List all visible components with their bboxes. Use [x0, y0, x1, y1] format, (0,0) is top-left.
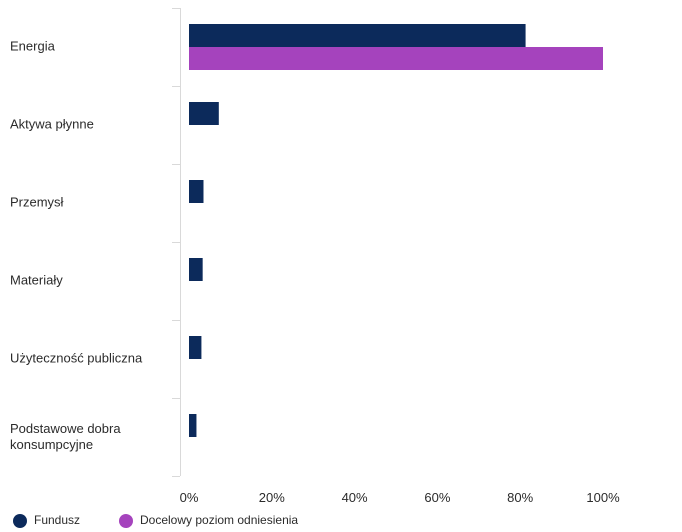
legend-label: Docelowy poziom odniesienia	[140, 513, 298, 527]
category-labels: Energia Aktywa płynne Przemysł Materiały Uży…	[10, 38, 143, 452]
bar-fundusz	[189, 414, 197, 437]
chart-frame	[172, 8, 181, 477]
bar-fundusz	[189, 24, 526, 47]
category-label: Użyteczność publiczna	[10, 350, 143, 365]
x-tick-label: 100%	[586, 490, 620, 505]
x-tick-label: 20%	[259, 490, 285, 505]
x-tick-label: 80%	[507, 490, 533, 505]
x-axis-tick-labels: 0% 20% 40% 60% 80% 100%	[180, 490, 620, 505]
legend: Fundusz Docelowy poziom odniesienia	[13, 513, 298, 528]
bar-fundusz	[189, 258, 203, 281]
category-label: Materiały	[10, 272, 63, 287]
legend-label: Fundusz	[34, 513, 80, 527]
bar-fundusz	[189, 336, 202, 359]
bar-fundusz	[189, 102, 219, 125]
category-label: Podstawowe dobra konsumpcyjne	[10, 421, 121, 452]
x-tick-label: 60%	[424, 490, 450, 505]
bar-fundusz	[189, 180, 204, 203]
bars	[189, 24, 603, 437]
category-label: Energia	[10, 38, 56, 53]
category-label: Przemysł	[10, 194, 64, 209]
x-tick-label: 0%	[180, 490, 199, 505]
legend-swatch	[119, 514, 133, 528]
legend-swatch	[13, 514, 27, 528]
bar-docelowy-poziom-odniesienia	[189, 47, 603, 70]
x-tick-label: 40%	[342, 490, 368, 505]
category-label: Aktywa płynne	[10, 116, 94, 131]
